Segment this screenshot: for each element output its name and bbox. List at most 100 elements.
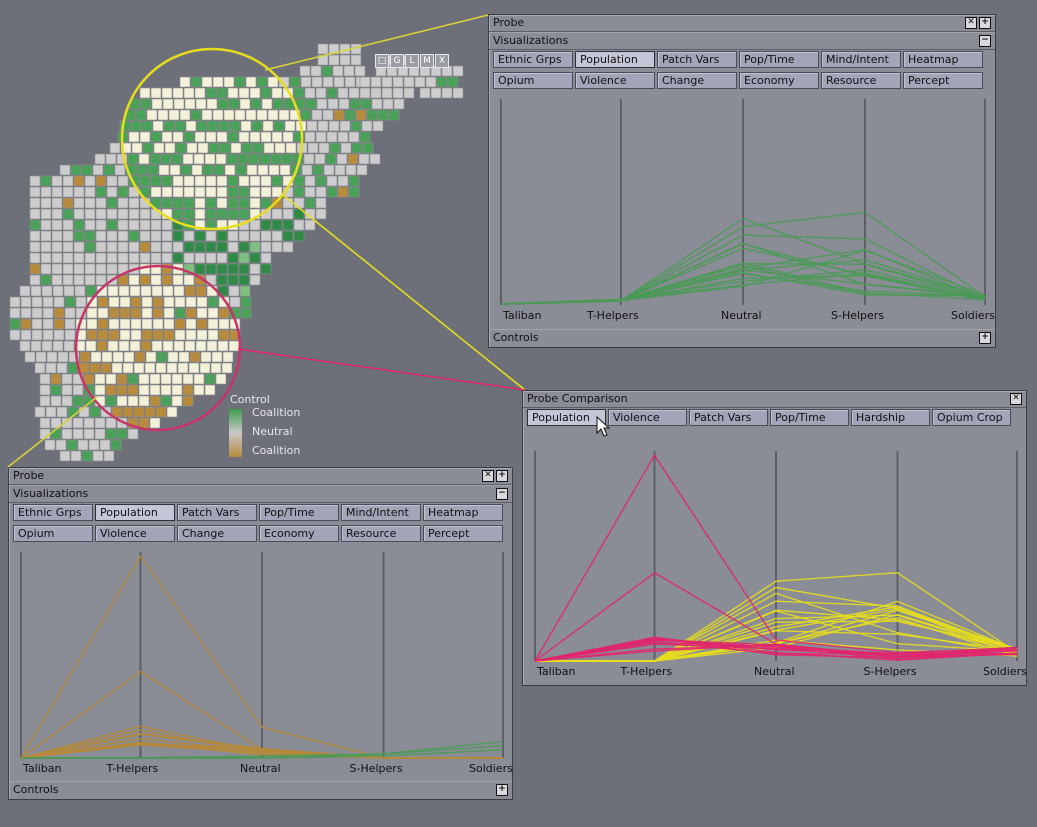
legend-title: Control — [230, 393, 270, 406]
tab-percept[interactable]: Percept — [423, 525, 503, 542]
grid-cell — [249, 197, 261, 209]
grid-cell — [160, 395, 172, 407]
grid-cell — [282, 131, 294, 143]
tab-violence[interactable]: Violence — [608, 409, 687, 426]
expand-icon[interactable]: + — [979, 332, 991, 344]
grid-cell — [226, 153, 238, 165]
grid-cell — [53, 329, 65, 341]
map-button-menu-icon[interactable]: M — [420, 54, 434, 68]
tab-violence[interactable]: Violence — [575, 72, 655, 89]
probe-titlebar[interactable]: Probe ✕ + — [9, 468, 512, 485]
tab-pop-time[interactable]: Pop/Time — [739, 51, 819, 68]
tab-population[interactable]: Population — [527, 409, 606, 426]
grid-cell — [351, 142, 363, 154]
tab-economy[interactable]: Economy — [739, 72, 819, 89]
tab-population[interactable]: Population — [575, 51, 655, 68]
tab-percept[interactable]: Percept — [903, 72, 983, 89]
tab-hardship[interactable]: Hardship — [851, 409, 930, 426]
grid-cell — [348, 87, 360, 99]
expand-icon[interactable]: + — [496, 784, 508, 796]
tab-violence[interactable]: Violence — [95, 525, 175, 542]
grid-cell — [59, 164, 71, 176]
grid-cell — [61, 373, 73, 385]
tab-patch-vars[interactable]: Patch Vars — [657, 51, 737, 68]
tab-opium[interactable]: Opium — [493, 72, 573, 89]
visualizations-header[interactable]: Visualizations − — [489, 32, 995, 50]
close-icon[interactable]: ✕ — [1010, 393, 1022, 405]
tab-pop-time[interactable]: Pop/Time — [259, 504, 339, 521]
tab-resource[interactable]: Resource — [821, 72, 901, 89]
expand-icon[interactable]: + — [496, 470, 508, 482]
expand-icon[interactable]: + — [979, 17, 991, 29]
grid-cell — [120, 142, 132, 154]
grid-cell — [147, 164, 159, 176]
grid-cell — [238, 230, 250, 242]
grid-cell — [196, 296, 208, 308]
grid-cell — [227, 274, 239, 286]
grid-cell — [103, 450, 115, 462]
grid-cell — [108, 307, 120, 319]
parallel-coordinates-plot[interactable] — [15, 548, 509, 764]
grid-cell — [273, 120, 285, 132]
grid-cell — [196, 307, 208, 319]
controls-bar[interactable]: Controls + — [489, 329, 995, 346]
comparison-titlebar[interactable]: Probe Comparison ✕ — [523, 391, 1026, 408]
grid-cell — [183, 186, 195, 198]
grid-cell — [140, 285, 152, 297]
tab-mind-intent[interactable]: Mind/Intent — [341, 504, 421, 521]
grid-cell — [150, 131, 162, 143]
collapse-icon[interactable]: − — [979, 35, 991, 47]
map-button-globe-icon[interactable]: G — [390, 54, 404, 68]
grid-cell — [83, 417, 95, 429]
collapse-icon[interactable]: − — [496, 488, 508, 500]
grid-cell — [127, 428, 139, 440]
close-icon[interactable]: ✕ — [965, 17, 977, 29]
tab-change[interactable]: Change — [657, 72, 737, 89]
grid-cell — [92, 164, 104, 176]
grid-cell — [304, 186, 316, 198]
tab-heatmap[interactable]: Heatmap — [423, 504, 503, 521]
tab-resource[interactable]: Resource — [341, 525, 421, 542]
grid-cell — [183, 241, 195, 253]
map-button-layers-icon[interactable]: L — [405, 54, 419, 68]
probe-titlebar[interactable]: Probe ✕ + — [489, 15, 995, 32]
tab-opium[interactable]: Opium — [13, 525, 93, 542]
tab-change[interactable]: Change — [177, 525, 257, 542]
parallel-coordinates-plot[interactable] — [495, 95, 991, 311]
tab-heatmap[interactable]: Heatmap — [903, 51, 983, 68]
grid-cell — [171, 395, 183, 407]
map-button-square-icon[interactable]: □ — [375, 54, 389, 68]
comparison-parallel-coordinates-plot[interactable] — [529, 447, 1023, 667]
grid-cell — [369, 153, 381, 165]
controls-bar[interactable]: Controls + — [9, 781, 512, 798]
grid-cell — [35, 351, 47, 363]
grid-cell — [217, 98, 229, 110]
grid-cell — [185, 307, 197, 319]
grid-cell — [179, 109, 191, 121]
tab-patch-vars[interactable]: Patch Vars — [177, 504, 257, 521]
tab-economy[interactable]: Economy — [259, 525, 339, 542]
grid-cell — [41, 340, 53, 352]
grid-cell — [40, 208, 52, 220]
close-icon[interactable]: ✕ — [482, 470, 494, 482]
grid-cell — [271, 208, 283, 220]
grid-cell — [73, 263, 85, 275]
grid-cell — [160, 384, 172, 396]
tab-patch-vars[interactable]: Patch Vars — [689, 409, 768, 426]
tab-ethnic-grps[interactable]: Ethnic Grps — [493, 51, 573, 68]
tab-population[interactable]: Population — [95, 504, 175, 521]
tab-mind-intent[interactable]: Mind/Intent — [821, 51, 901, 68]
tab-ethnic-grps[interactable]: Ethnic Grps — [13, 504, 93, 521]
tab-pop-time[interactable]: Pop/Time — [770, 409, 849, 426]
map-button-close-icon[interactable]: X — [435, 54, 449, 68]
grid-cell — [183, 274, 195, 286]
tab-opium-crop[interactable]: Opium Crop — [932, 409, 1011, 426]
grid-cell — [34, 406, 46, 418]
grid-cell — [293, 175, 305, 187]
axis-label-s-helpers: S-Helpers — [831, 309, 885, 322]
grid-cell — [216, 274, 228, 286]
grid-cell — [139, 87, 151, 99]
grid-cell — [194, 241, 206, 253]
visualizations-header[interactable]: Visualizations − — [9, 485, 512, 503]
grid-cell — [20, 318, 32, 330]
